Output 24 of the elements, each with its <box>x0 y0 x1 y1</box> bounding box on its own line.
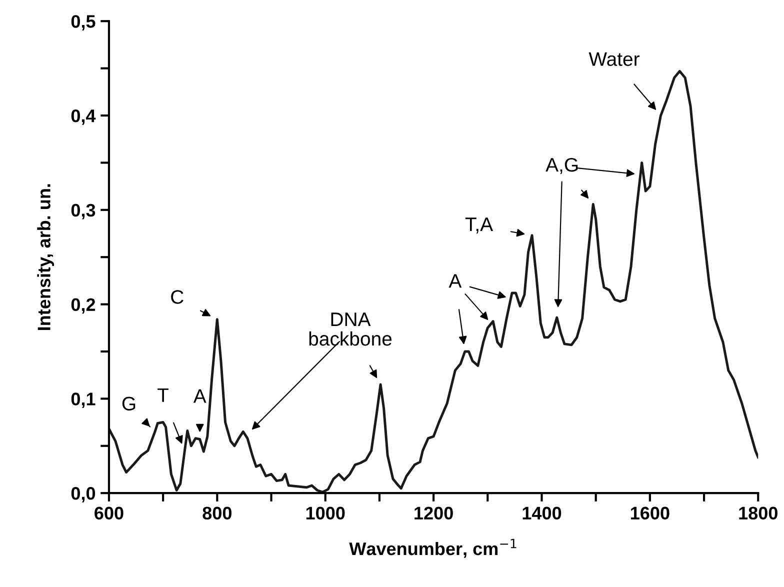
y-tick-label: 0,5 <box>71 15 96 30</box>
y-tick-label: 0,1 <box>71 392 96 408</box>
x-tick-label: 600 <box>94 506 124 520</box>
x-tick-label: 800 <box>202 506 232 520</box>
annotation: A <box>193 389 206 403</box>
y-tick-label: 0,0 <box>71 487 96 502</box>
annotation: A <box>448 274 462 288</box>
x-tick-label: 1000 <box>306 506 345 520</box>
annotation: Water <box>588 52 640 66</box>
annotation: T <box>158 388 169 402</box>
y-tick-label: 0,2 <box>71 298 96 314</box>
y-tick-label: 0,3 <box>71 204 96 220</box>
annotation: T,A <box>465 218 493 234</box>
annotation: A,G <box>546 158 578 174</box>
y-tick-label: 0,4 <box>71 109 96 125</box>
x-tick-label: 1400 <box>522 506 562 520</box>
x-axis-title: Wavenumber, cm$^{−1}$ <box>349 538 516 558</box>
x-tick-label: 1800 <box>739 506 778 520</box>
annotation: G <box>122 396 136 411</box>
annotation: DNA backbone <box>309 312 392 346</box>
y-axis-title: Intensity, arb. un. <box>37 184 54 330</box>
x-tick-label: 1600 <box>630 506 670 520</box>
x-tick-label: 1200 <box>414 506 453 520</box>
annotation: C <box>171 290 184 304</box>
